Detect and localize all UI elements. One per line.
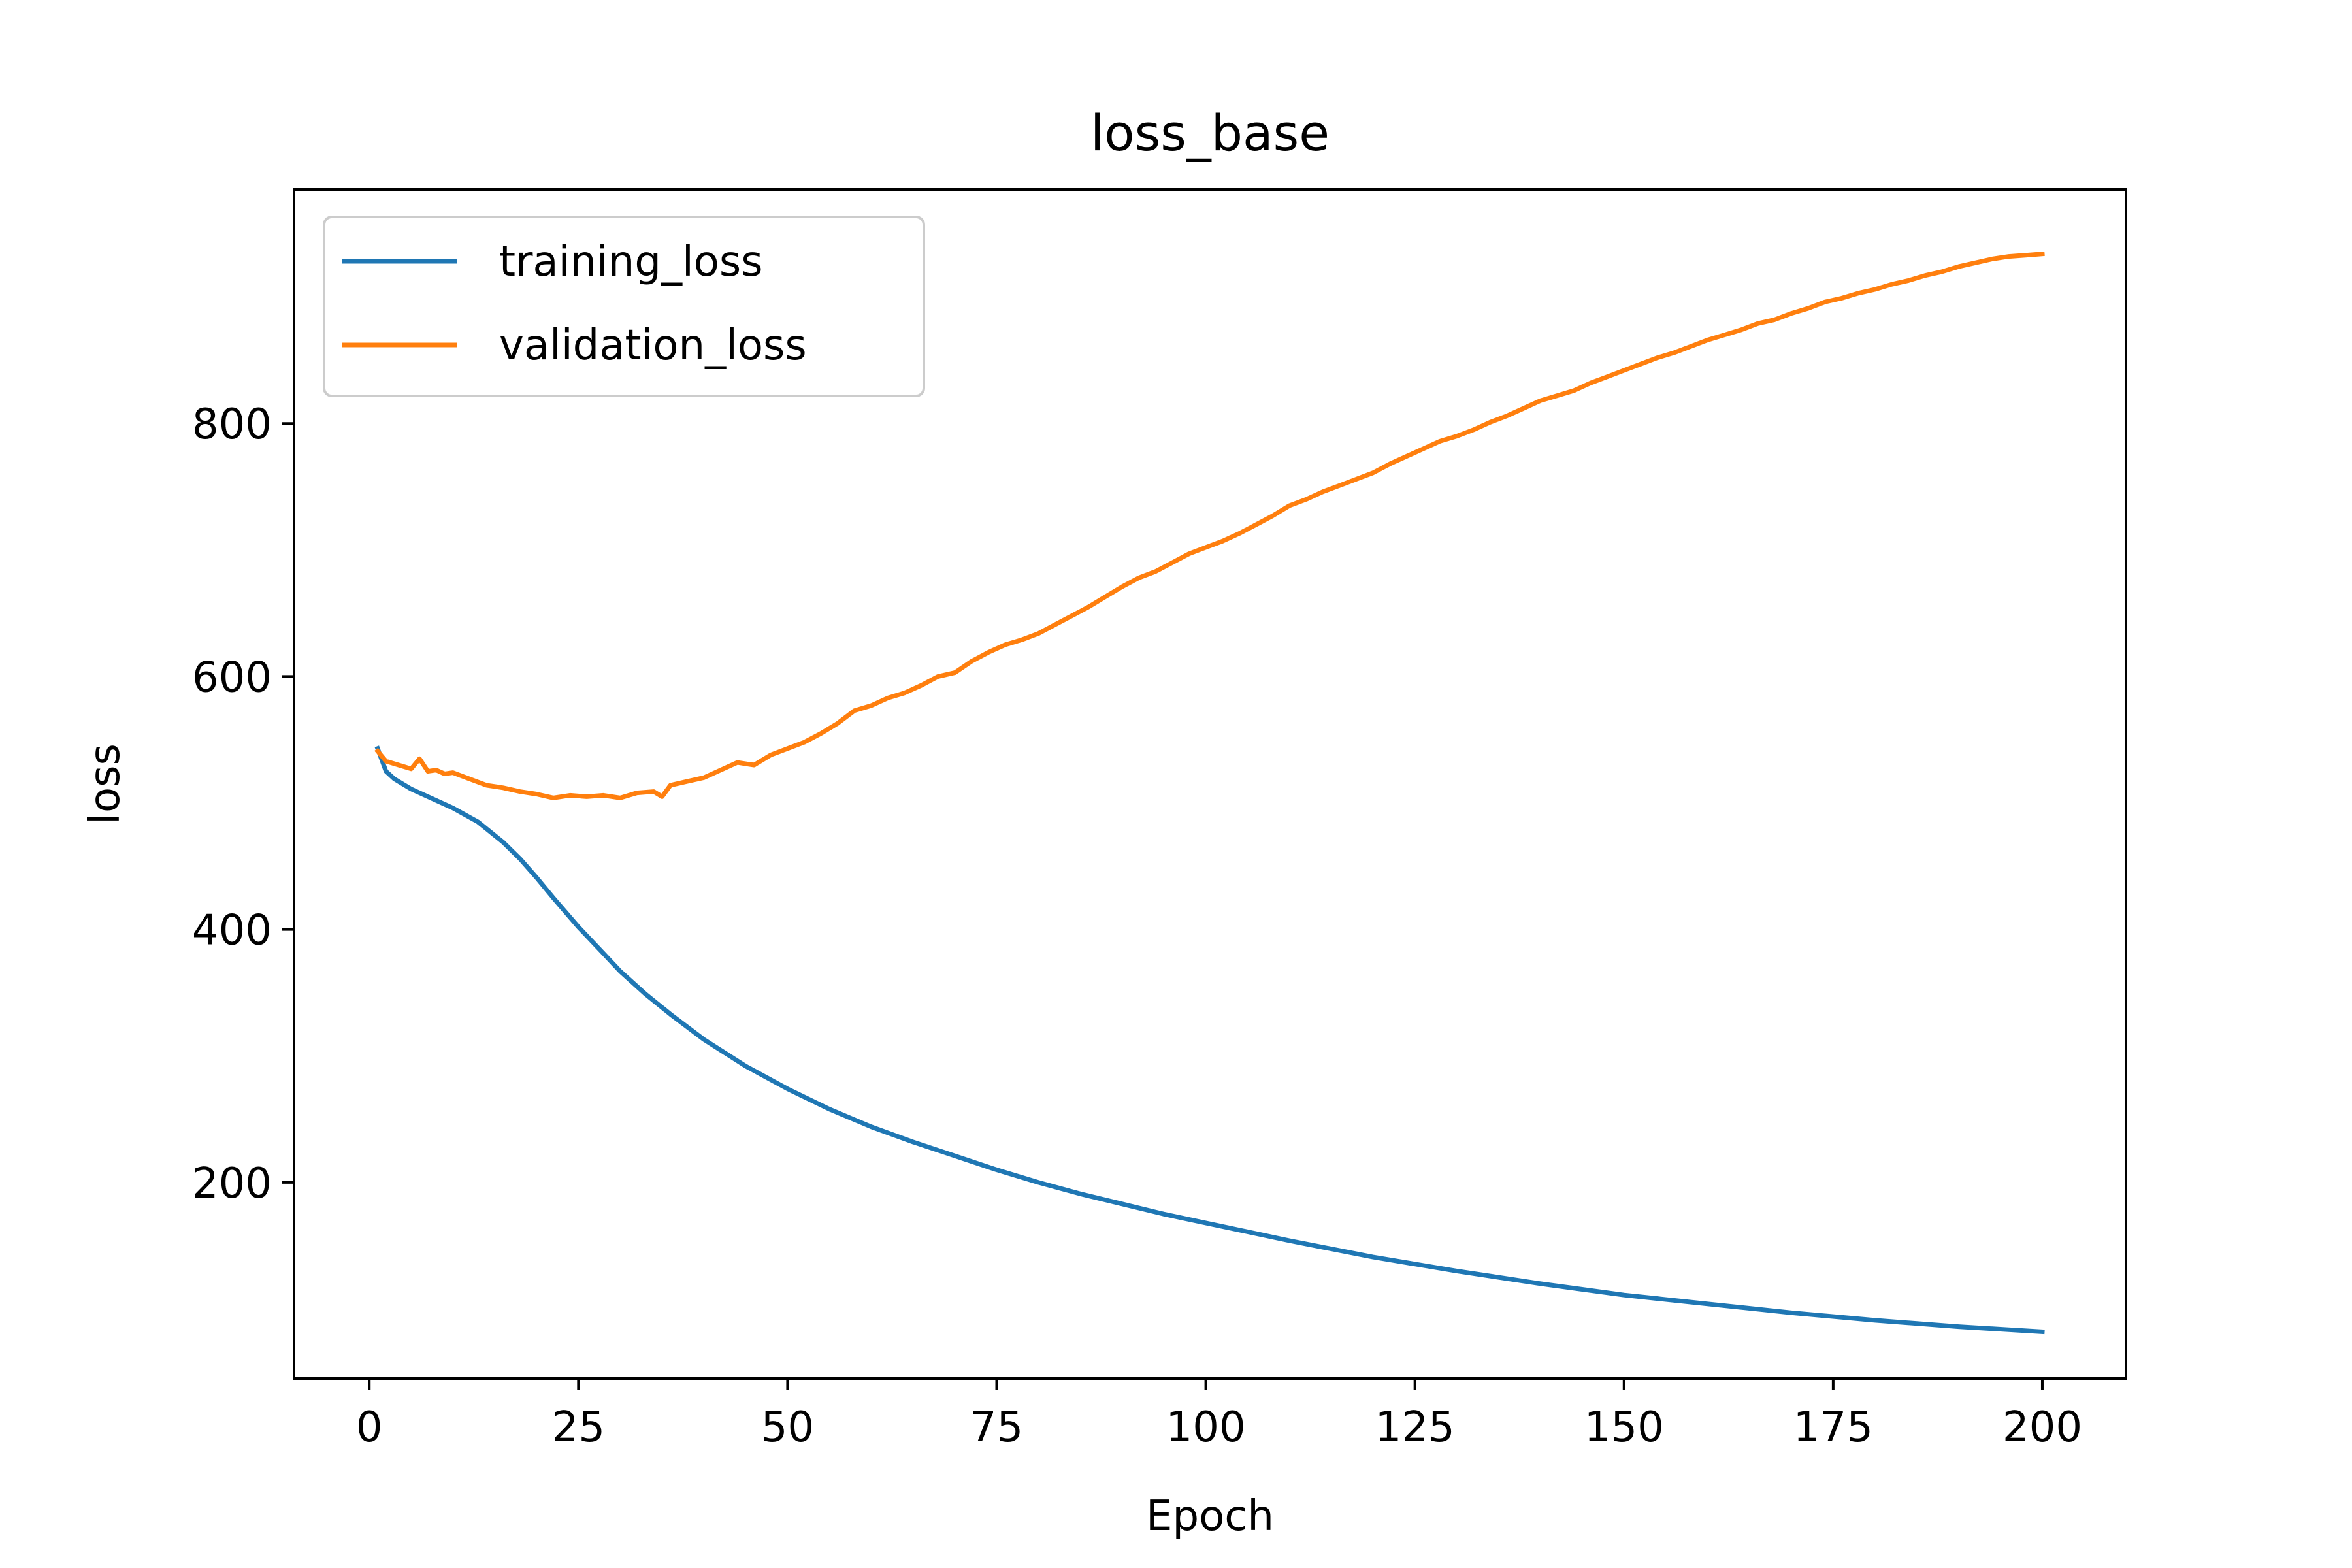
plot-frame — [293, 188, 2127, 1380]
x-tick-label: 75 — [970, 1403, 1023, 1452]
y-tick-label: 800 — [192, 400, 272, 449]
legend: training_loss validation_loss — [323, 216, 925, 397]
series-line-training-loss — [374, 745, 2045, 1335]
legend-box — [323, 216, 925, 397]
chart-title: loss_base — [1090, 104, 1330, 162]
y-tick-label: 600 — [192, 653, 272, 702]
x-tick-label: 25 — [552, 1403, 605, 1452]
x-axis: 0 25 50 75 100 125 150 175 200 — [356, 1379, 2082, 1452]
x-tick-label: 150 — [1584, 1403, 1664, 1452]
x-tick-label: 100 — [1166, 1403, 1246, 1452]
y-tick-label: 400 — [192, 907, 272, 955]
x-tick-label: 0 — [356, 1403, 383, 1452]
series-layer — [374, 251, 2045, 1335]
legend-label-validation-loss: validation_loss — [499, 321, 807, 370]
y-axis: 200 400 600 800 — [192, 400, 294, 1208]
y-tick-label: 200 — [192, 1160, 272, 1208]
legend-label-training-loss: training_loss — [499, 238, 763, 286]
plot-area — [293, 188, 2127, 1380]
x-axis-label: Epoch — [1146, 1492, 1274, 1541]
x-tick-label: 175 — [1793, 1403, 1873, 1452]
x-tick-label: 200 — [2002, 1403, 2082, 1452]
x-tick-label: 125 — [1375, 1403, 1455, 1452]
x-tick-label: 50 — [761, 1403, 814, 1452]
y-axis-label: loss — [81, 743, 129, 825]
series-line-validation-loss — [374, 251, 2045, 800]
